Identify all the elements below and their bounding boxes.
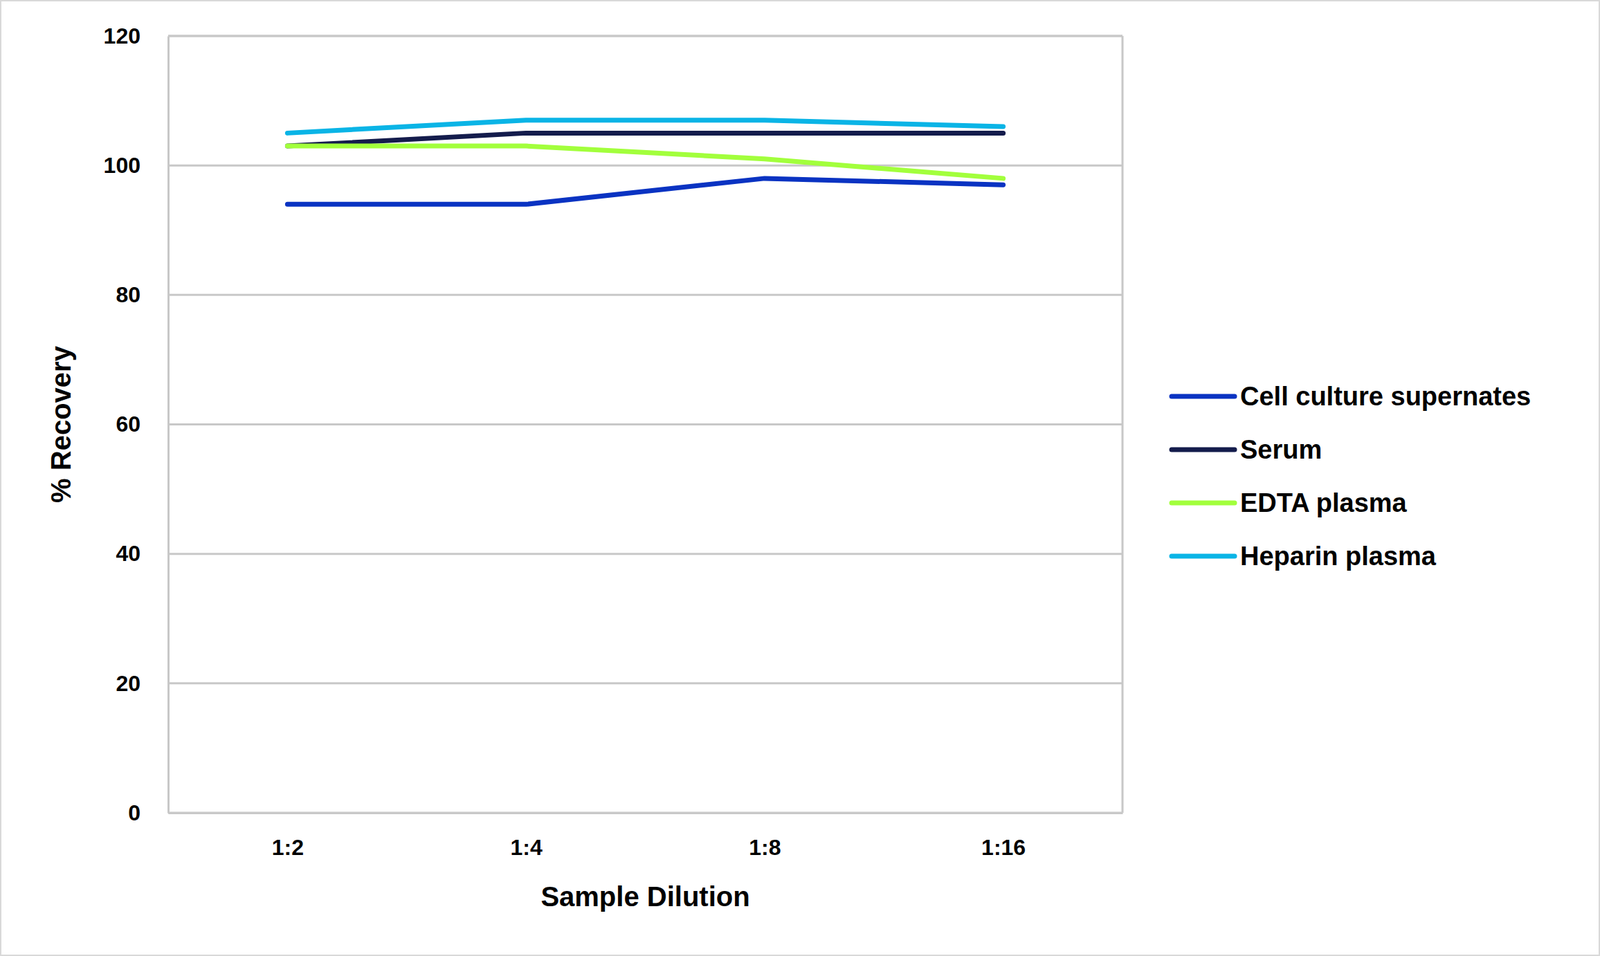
series-line [287, 120, 1003, 134]
grid-line [168, 552, 1123, 556]
y-axis-title: % Recovery [45, 345, 77, 504]
y-tick: 100 [103, 152, 169, 178]
y-tick-label: 60 [115, 411, 141, 437]
series-line [287, 146, 1003, 179]
legend: Cell culture supernates Serum EDTA plasma H… [1171, 382, 1531, 571]
y-tick: 120 [103, 23, 169, 49]
plot-frame [168, 35, 1123, 38]
legend-label: Cell culture supernates [1240, 382, 1531, 412]
y-tick-label: 100 [103, 152, 141, 178]
legend-label: EDTA plasma [1240, 488, 1408, 518]
legend-label: Heparin plasma [1240, 541, 1437, 571]
grid-line [168, 164, 1123, 167]
x-tick: 1:2 [271, 813, 304, 861]
grid-line [168, 682, 1123, 685]
grid-line [168, 812, 1123, 815]
plot-frame [1121, 35, 1124, 814]
y-axis: 0 20 40 60 80 100 120 [103, 23, 169, 826]
series-line [287, 178, 1003, 205]
x-tick-label: 1:2 [271, 835, 304, 861]
grid-line [168, 423, 1123, 426]
background [0, 0, 1600, 956]
y-tick: 0 [128, 800, 169, 826]
y-tick: 40 [115, 541, 169, 567]
x-tick: 1:8 [748, 813, 781, 861]
x-axis: 1:2 1:4 1:8 1:16 [168, 813, 1124, 861]
grid [168, 35, 1123, 814]
y-tick-label: 80 [115, 282, 141, 308]
grid-line [168, 294, 1123, 297]
y-axis-line [167, 36, 170, 814]
x-tick-label: 1:4 [510, 835, 543, 861]
legend-label: Serum [1240, 435, 1322, 465]
y-tick-label: 40 [115, 541, 141, 567]
y-tick: 20 [115, 671, 169, 697]
y-tick: 80 [115, 282, 169, 308]
grid-line [168, 35, 1123, 38]
legend-swatch [1171, 554, 1235, 560]
x-axis-title: Sample Dilution [540, 881, 750, 913]
lines [287, 120, 1003, 205]
chart: 0 20 40 60 80 100 120 1:2 1:4 1:8 1:16 Sample Dilut… [0, 0, 1600, 956]
x-tick: 1:4 [510, 813, 543, 861]
y-tick-label: 120 [103, 23, 141, 49]
y-tick-label: 0 [128, 800, 141, 826]
y-tick-label: 20 [115, 671, 141, 697]
legend-swatch [1171, 501, 1235, 506]
x-tick-label: 1:8 [748, 835, 781, 861]
x-tick-label: 1:16 [981, 835, 1026, 861]
x-tick: 1:16 [981, 813, 1026, 861]
x-axis-line [168, 812, 1124, 815]
legend-swatch [1171, 394, 1235, 400]
legend-swatch [1171, 447, 1235, 453]
y-tick: 60 [115, 411, 169, 437]
